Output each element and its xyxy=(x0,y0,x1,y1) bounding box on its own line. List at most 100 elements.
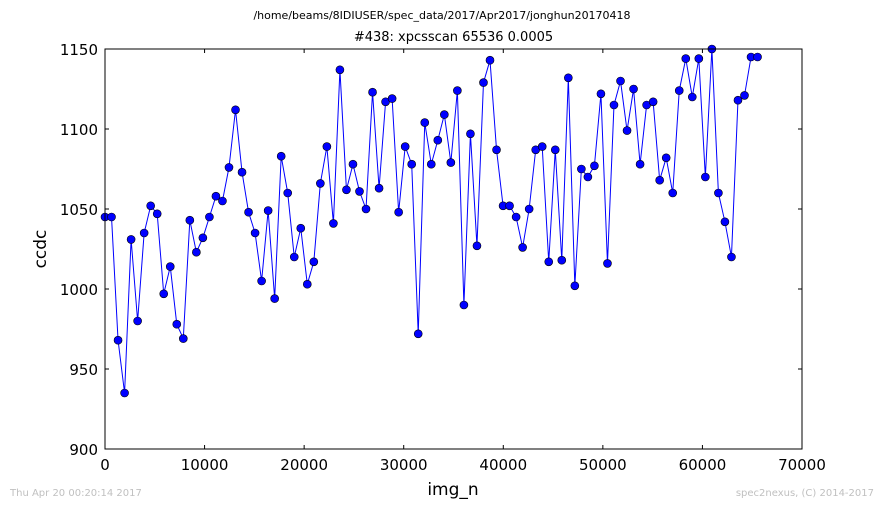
x-axis-label: img_n xyxy=(427,480,478,500)
data-point xyxy=(753,52,762,62)
data-point xyxy=(426,159,436,169)
y-tick-label: 1000 xyxy=(60,281,98,299)
data-point xyxy=(511,212,521,222)
data-point xyxy=(407,159,417,169)
data-point xyxy=(387,94,397,103)
data-point xyxy=(564,73,573,83)
data-point xyxy=(400,142,410,151)
data-point xyxy=(622,126,632,135)
y-tick-label: 950 xyxy=(69,361,98,379)
y-tick-label: 1150 xyxy=(60,41,98,59)
data-point xyxy=(185,215,195,225)
data-point xyxy=(283,188,293,198)
plot-title: #438: xpcsscan 65536 0.0005 xyxy=(353,30,554,45)
data-point xyxy=(596,89,606,99)
data-point xyxy=(674,86,684,95)
y-tick-label: 900 xyxy=(69,441,98,459)
data-point xyxy=(492,145,501,155)
data-point xyxy=(159,289,169,299)
y-tick-label: 1050 xyxy=(60,201,98,219)
data-point xyxy=(361,204,371,214)
footer-credit: spec2nexus, (C) 2014-2017 xyxy=(735,488,874,499)
data-point xyxy=(701,172,710,182)
y-axis-label: ccdc xyxy=(31,230,51,269)
data-point xyxy=(479,78,488,87)
x-tick-label: 10000 xyxy=(181,456,229,474)
data-point xyxy=(557,255,567,265)
data-point xyxy=(446,158,456,167)
data-point xyxy=(335,65,345,75)
data-point xyxy=(577,164,586,174)
data-point xyxy=(192,247,201,257)
ticks-layer: 0 10000 20000 30000 40000 50000 60000 70000 900 9… xyxy=(60,41,826,474)
data-point xyxy=(368,87,377,97)
data-point xyxy=(616,76,625,86)
data-point xyxy=(263,206,273,215)
data-point xyxy=(583,172,593,182)
data-point xyxy=(244,207,253,217)
data-point xyxy=(198,233,208,243)
data-point xyxy=(179,334,188,343)
data-point xyxy=(224,163,234,172)
data-point xyxy=(113,335,123,345)
data-point xyxy=(231,105,240,115)
x-tick-label: 40000 xyxy=(479,456,527,474)
data-point xyxy=(603,259,612,268)
data-point xyxy=(720,217,730,227)
data-point xyxy=(466,129,475,139)
data-point xyxy=(302,279,312,289)
data-point xyxy=(316,179,325,188)
data-point xyxy=(211,191,221,201)
data-point xyxy=(727,252,736,262)
data-point xyxy=(453,86,462,95)
data-point xyxy=(590,161,599,171)
data-point xyxy=(472,241,482,251)
data-point xyxy=(635,159,645,169)
data-point xyxy=(629,84,638,94)
x-tick-label: 50000 xyxy=(579,456,627,474)
data-point xyxy=(687,92,697,102)
data-point xyxy=(296,223,306,233)
data-point xyxy=(661,153,671,163)
data-point xyxy=(250,228,260,238)
x-tick-label: 70000 xyxy=(778,456,826,474)
data-point xyxy=(550,145,560,155)
x-tick-label: 60000 xyxy=(679,456,727,474)
data-point xyxy=(668,188,678,198)
data-point xyxy=(257,276,266,286)
data-point xyxy=(348,159,358,169)
data-point xyxy=(276,151,286,161)
x-tick-label: 20000 xyxy=(280,456,328,474)
data-point xyxy=(537,142,547,151)
data-point xyxy=(237,167,247,177)
data-point xyxy=(342,185,351,195)
data-point xyxy=(374,183,384,193)
data-point xyxy=(413,329,423,339)
data-point xyxy=(165,262,175,271)
data-point xyxy=(440,110,449,119)
data-point xyxy=(355,187,364,196)
data-point xyxy=(172,319,182,329)
data-point xyxy=(609,100,619,110)
data-point xyxy=(714,188,723,198)
data-point xyxy=(139,228,149,238)
data-point xyxy=(270,294,279,303)
data-point xyxy=(394,207,403,217)
data-point xyxy=(433,135,443,145)
data-point xyxy=(152,209,162,219)
data-point xyxy=(289,252,299,262)
data-point xyxy=(694,54,704,63)
series-line xyxy=(105,48,758,394)
data-point xyxy=(420,118,430,127)
series-layer xyxy=(100,44,762,398)
data-point xyxy=(459,300,469,310)
data-point xyxy=(205,212,214,222)
plot-area-frame xyxy=(104,48,803,450)
data-point xyxy=(648,97,658,107)
data-point xyxy=(485,55,495,65)
footer-timestamp: Thu Apr 20 00:20:14 2017 xyxy=(10,488,142,499)
data-point xyxy=(126,235,136,244)
x-tick-label: 0 xyxy=(100,456,110,474)
